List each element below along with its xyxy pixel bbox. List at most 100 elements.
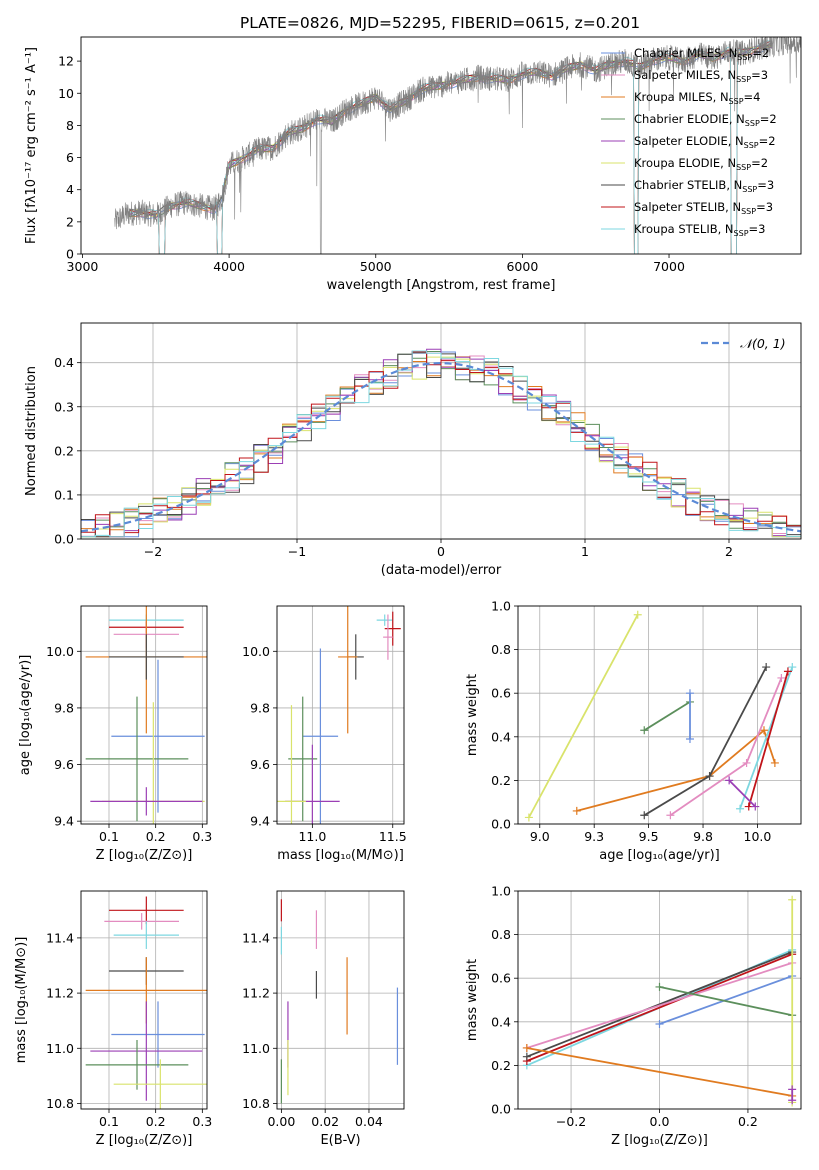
y-tick-label: 10.8 <box>242 1096 270 1111</box>
y-tick-label: 0.0 <box>491 1102 511 1117</box>
x-tick-label: 6000 <box>506 259 538 274</box>
y-axis-label: mass [log₁₀(M/M⊙)] <box>14 937 29 1064</box>
weight-line-chabrier-miles <box>659 975 793 1025</box>
weight-line-chabrier-stelib <box>526 951 793 1058</box>
weight-line-kroupa-miles <box>576 728 776 812</box>
age_vs_mass-plot-area <box>277 606 401 824</box>
spectrum-plot-area <box>114 37 801 254</box>
legend-label: Kroupa MILES, NSSP=4 <box>634 90 760 106</box>
errorbar-point-salpeter-elodie <box>90 1001 203 1101</box>
weight_vs_Z-plot-area <box>522 895 797 1107</box>
x-axis-label: mass [log₁₀(M/M⊙)] <box>277 848 404 863</box>
weight-marker <box>762 663 771 672</box>
x-tick-label: 0.00 <box>267 1114 295 1129</box>
weight_vs_age-panel <box>518 605 801 825</box>
weight-marker <box>685 734 694 743</box>
legend-label: Chabrier STELIB, NSSP=3 <box>634 178 774 194</box>
mass_vs_ebv-panel <box>277 891 404 1109</box>
weight-marker <box>685 689 694 698</box>
observed-spectrum <box>114 37 801 254</box>
residuals-axes: −2 −1 0 1 2 0.0 0.1 0.2 0.3 0.4 (data-model)/error… <box>24 322 802 578</box>
errorbar-point-chabrier-stelib <box>109 634 184 680</box>
x-tick-label: 4000 <box>213 259 245 274</box>
gaussian-curve <box>81 361 801 533</box>
y-tick-label: 0.2 <box>54 443 74 458</box>
y-tick-label: 9.4 <box>54 814 74 829</box>
y-tick-label: 9.8 <box>54 700 74 715</box>
mass_vs_Z-axes: 0.1 0.2 0.3 10.8 11.0 11.2 11.4 Z [log₁₀(Z/Z⊙)]… <box>14 890 212 1148</box>
x-tick-label: 7000 <box>653 259 685 274</box>
legend-label: Kroupa ELODIE, NSSP=2 <box>634 156 768 172</box>
legend-label: Salpeter ELODIE, NSSP=2 <box>634 134 776 150</box>
weight-marker <box>524 813 533 822</box>
x-tick-label: 11.0 <box>298 829 326 844</box>
weight-line-kroupa-elodie <box>528 614 639 818</box>
legend-label: Salpeter STELIB, NSSP=3 <box>634 200 773 216</box>
axes-frame <box>276 605 405 825</box>
y-tick-label: 11.4 <box>242 930 270 945</box>
weight-marker <box>788 1096 797 1105</box>
errorbar-point-chabrier-elodie <box>85 1040 189 1090</box>
y-tick-label: 0.6 <box>491 686 511 701</box>
y-tick-label: 9.4 <box>250 814 270 829</box>
y-tick-label: 10.0 <box>242 644 270 659</box>
y-tick-label: 1.0 <box>491 599 511 614</box>
y-axis-label: age [log₁₀(age/yr)] <box>18 655 33 776</box>
errorbar-point-salpeter-miles <box>104 913 179 930</box>
x-tick-label: −0.2 <box>556 1114 586 1129</box>
weight-line-kroupa-stelib <box>739 666 794 810</box>
x-tick-label: 0.2 <box>146 829 166 844</box>
weight-marker <box>633 610 642 619</box>
y-tick-label: 10 <box>58 86 74 101</box>
weight-line-salpeter-stelib <box>747 671 789 807</box>
axes-frame <box>517 605 802 825</box>
y-tick-label: 11.2 <box>46 986 74 1001</box>
y-axis-label: Normed distribution <box>24 366 39 496</box>
y-axis-label: mass weight <box>465 959 480 1041</box>
x-tick-label: 0.1 <box>99 1114 119 1129</box>
spectrum-panel <box>114 37 801 254</box>
errorbar-point-chabrier-miles <box>111 1001 205 1068</box>
weight-line-kroupa-miles <box>526 1047 793 1097</box>
weight-marker <box>742 758 751 767</box>
y-tick-label: 11.2 <box>242 986 270 1001</box>
weight-marker <box>572 806 581 815</box>
errorbar-point-chabrier-miles <box>111 659 205 813</box>
age_vs_Z-panel <box>81 606 207 824</box>
y-tick-label: 0.0 <box>54 532 74 547</box>
x-tick-label: 9.0 <box>530 829 550 844</box>
residual-histogram-salpeter-stelib <box>81 351 801 538</box>
axes-frame <box>80 890 208 1110</box>
weight_vs_Z-axes: −0.2 0.0 0.2 0.0 0.2 0.4 0.6 0.8 1.0 Z [log₁₀(Z/Z… <box>465 884 802 1148</box>
x-axis-label: age [log₁₀(age/yr)] <box>599 848 720 863</box>
weight-marker <box>788 1085 797 1094</box>
weight-line-salpeter-elodie <box>728 779 756 808</box>
weight-line-salpeter-miles <box>669 677 783 817</box>
residuals-panel <box>81 323 801 540</box>
y-tick-label: 0.0 <box>491 817 511 832</box>
weight-marker <box>770 758 779 767</box>
weight_vs_age-plot-area <box>524 610 797 822</box>
axes-frame <box>276 890 405 1110</box>
x-tick-label: −2 <box>144 544 162 559</box>
weight-marker <box>788 663 797 672</box>
x-tick-label: 0.3 <box>192 829 212 844</box>
y-tick-label: 0.4 <box>54 355 74 370</box>
x-tick-label: 9.3 <box>584 829 604 844</box>
y-tick-label: 0.2 <box>491 773 511 788</box>
x-tick-label: 3000 <box>67 259 99 274</box>
y-tick-label: 0.2 <box>491 1058 511 1073</box>
y-tick-label: 11.4 <box>46 930 74 945</box>
x-tick-label: 0.02 <box>311 1114 339 1129</box>
age_vs_mass-panel <box>277 606 404 824</box>
age_vs_Z-axes: 0.1 0.2 0.3 9.4 9.6 9.8 10.0 Z [log₁₀(Z/Z⊙)] age… <box>18 605 212 863</box>
weight-line-chabrier-stelib <box>643 666 767 817</box>
x-tick-label: 0.04 <box>355 1114 383 1129</box>
y-tick-label: 12 <box>58 54 74 69</box>
x-tick-label: −1 <box>288 544 306 559</box>
errorbar-point-kroupa-miles <box>338 606 358 734</box>
weight_vs_age-axes: 9.0 9.3 9.5 9.8 10.0 0.0 0.2 0.4 0.6 0.8 1.0 age [l… <box>465 599 802 863</box>
errorbar-point-kroupa-stelib <box>113 921 179 949</box>
legend-label: 𝒩(0, 1) <box>740 336 786 351</box>
